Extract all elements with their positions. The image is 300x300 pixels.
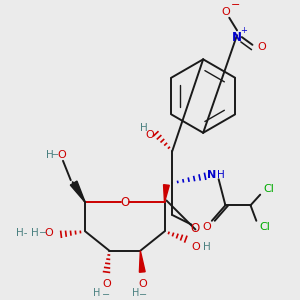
Polygon shape [164,185,169,203]
Text: Cl: Cl [263,184,274,194]
Text: H‐: H‐ [16,228,27,238]
Text: H: H [93,288,100,298]
Text: O: O [258,42,266,52]
Text: O: O [120,196,130,209]
Text: O: O [203,222,212,232]
Text: H: H [140,123,148,133]
Text: O: O [191,222,200,235]
Text: −: − [39,228,47,238]
Text: −: − [51,150,59,160]
Text: −: − [102,290,111,300]
Text: O: O [58,150,66,160]
Text: N: N [207,170,217,180]
Text: H: H [217,170,224,180]
Text: +: + [240,26,247,35]
Text: H: H [31,228,39,238]
Polygon shape [140,251,145,272]
Text: Cl: Cl [260,222,271,232]
Text: O: O [44,228,53,238]
Text: O: O [191,242,200,252]
Text: O: O [139,279,148,289]
Text: O: O [221,7,230,17]
Text: H: H [203,242,211,252]
Text: O: O [146,130,154,140]
Text: H: H [46,150,53,160]
Text: −: − [139,290,147,300]
Polygon shape [70,181,85,202]
Text: O: O [102,279,111,289]
Text: N: N [232,31,242,44]
Text: −: − [230,0,240,10]
Text: H: H [132,288,139,298]
